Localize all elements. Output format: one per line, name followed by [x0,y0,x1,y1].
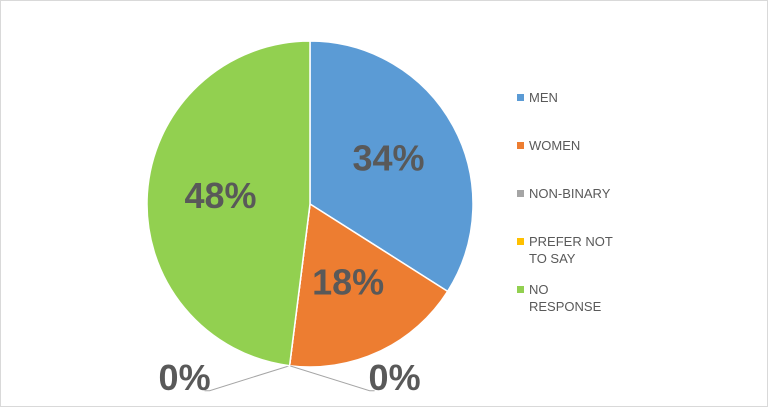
pie-slice [309,40,474,293]
data-label: 0% [369,357,421,398]
legend-label: MEN [529,90,558,105]
legend-swatch [517,190,524,197]
data-label: 48% [184,175,256,216]
data-label: 18% [312,262,384,303]
pie-slice [146,40,311,367]
legend-swatch [517,94,524,101]
pie-slice [288,202,449,368]
legend-label: NO RESPONSE [529,282,602,314]
legend-swatch [517,238,524,245]
leader-line [289,365,375,392]
legend-swatch [517,286,524,293]
legend-swatch [517,142,524,149]
legend-label: WOMEN [529,138,581,153]
data-label: 0% [159,357,211,398]
leader-line [204,365,290,392]
data-label: 34% [353,137,425,178]
legend-label: NON-BINARY [529,186,611,201]
legend-label: PREFER NOT TO SAY [529,234,613,266]
